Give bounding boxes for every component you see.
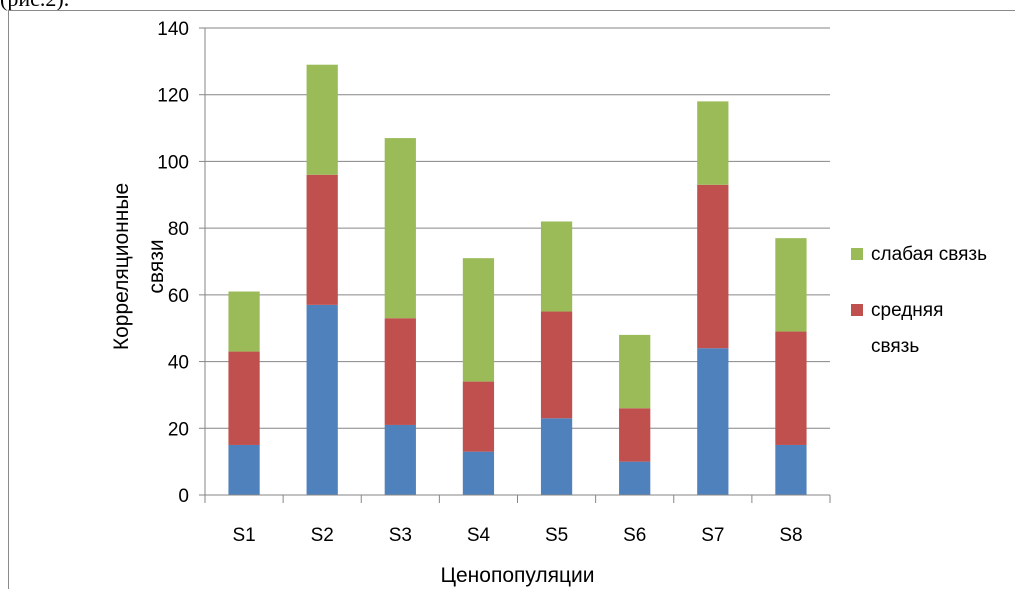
bar-segment-s5-series-1 — [540, 418, 573, 495]
legend-label: средняя — [871, 300, 943, 321]
legend-swatch — [851, 248, 863, 260]
bar-segment-s7-series-2 — [697, 184, 729, 349]
bar-segment-s8-series-2 — [775, 331, 807, 445]
x-tick-label: S4 — [467, 525, 491, 546]
y-axis-title: Корреляционные связи — [110, 183, 168, 350]
bar-segment-s3-series-1 — [384, 424, 416, 495]
bar-segment-s4-series-1 — [462, 451, 495, 495]
x-tick-label: S5 — [545, 525, 568, 546]
bar-segment-s2-series-3 — [306, 64, 338, 175]
legend-swatch — [851, 304, 863, 316]
y-tick-label: 80 — [168, 219, 189, 240]
bar-segment-s5-series-3 — [540, 221, 573, 312]
y-tick-label: 40 — [168, 353, 189, 374]
x-tick-labels: S1 S2 S3 S4 S5 S6 S7 S8 — [232, 525, 802, 546]
y-tick-label: 20 — [168, 419, 189, 440]
bars — [228, 64, 807, 495]
x-tick-label: S6 — [623, 525, 646, 546]
bar-segment-s6-series-2 — [619, 408, 651, 462]
bar-segment-s2-series-1 — [306, 304, 338, 495]
bar-segment-s6-series-1 — [619, 461, 651, 495]
legend-label: слабая связь — [871, 244, 987, 265]
y-tick-label: 120 — [157, 86, 189, 107]
x-tick-label: S8 — [779, 525, 802, 546]
axes — [199, 27, 831, 503]
legend-label: связь — [871, 336, 919, 357]
bar-segment-s1-series-1 — [228, 444, 260, 495]
y-axis-title-line: Корреляционные — [110, 183, 133, 350]
x-tick-label: S7 — [701, 525, 724, 546]
bar-segment-s3-series-2 — [384, 318, 416, 425]
caption-fragment: (рис.2). — [0, 0, 69, 12]
bar-segment-s3-series-3 — [384, 138, 416, 319]
y-tick-label: 140 — [157, 19, 189, 40]
bar-segment-s7-series-3 — [697, 101, 729, 185]
x-tick-label: S2 — [311, 525, 334, 546]
bar-segment-s8-series-3 — [775, 238, 807, 332]
bar-segment-s7-series-1 — [697, 348, 729, 495]
y-tick-label: 0 — [178, 486, 189, 507]
bar-segment-s5-series-2 — [540, 311, 573, 419]
bar-segment-s8-series-1 — [775, 444, 807, 495]
bar-segment-s1-series-3 — [228, 291, 260, 352]
bar-segment-s1-series-2 — [228, 351, 260, 445]
y-tick-labels: 0 20 40 60 80 100 120 140 — [157, 19, 189, 507]
y-axis-title-line: связи — [145, 239, 168, 293]
bar-segment-s6-series-3 — [619, 334, 651, 409]
x-axis-title: Ценопопуляции — [440, 564, 594, 587]
x-tick-label: S1 — [232, 525, 255, 546]
bar-segment-s4-series-3 — [462, 258, 495, 382]
chart-frame — [8, 10, 1015, 589]
gridlines — [205, 27, 830, 429]
y-tick-label: 100 — [157, 152, 189, 173]
x-tick-label: S3 — [389, 525, 412, 546]
y-tick-label: 60 — [168, 286, 189, 307]
legend: слабая связь средняя связь — [851, 244, 987, 357]
bar-segment-s4-series-2 — [462, 381, 495, 452]
bar-segment-s2-series-2 — [306, 174, 338, 305]
